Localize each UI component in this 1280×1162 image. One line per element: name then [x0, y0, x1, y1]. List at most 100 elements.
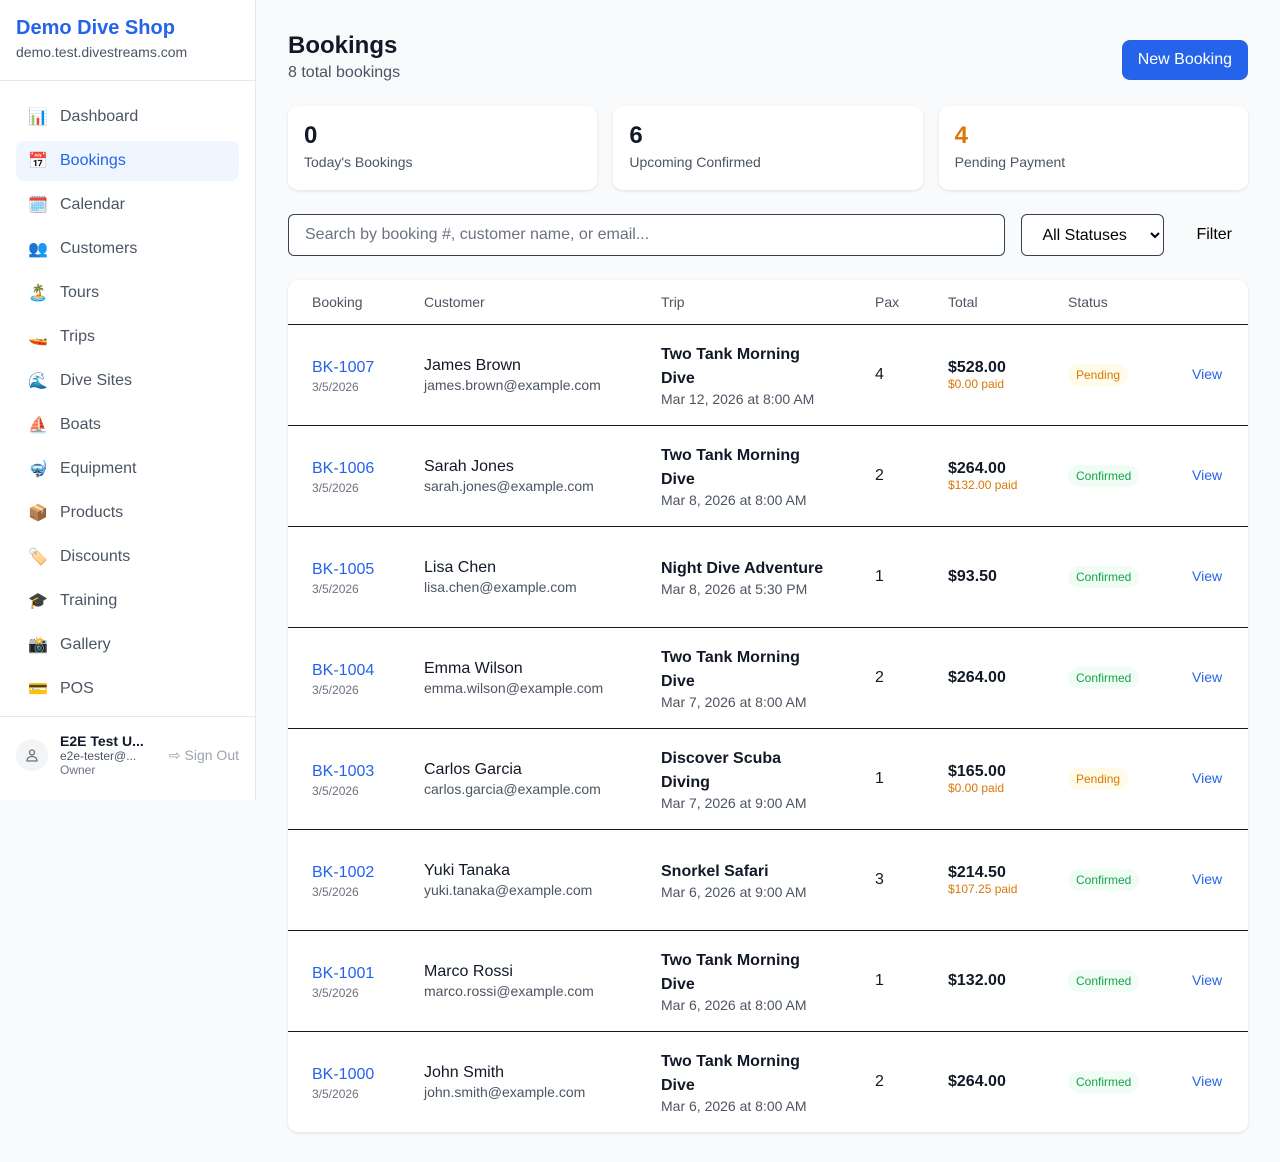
sidebar-item-dive-sites[interactable]: 🌊 Dive Sites	[16, 361, 239, 401]
bookings-table: Booking Customer Trip Pax Total Status BK-100…	[288, 280, 1248, 1132]
view-link[interactable]: View	[1192, 668, 1223, 685]
column-header: Trip	[637, 280, 851, 325]
stat-label: Pending Payment	[954, 154, 1066, 170]
sidebar-item-label: Trips	[60, 328, 95, 345]
booking-link[interactable]: BK-1007	[312, 358, 375, 376]
sign-out-button[interactable]: ⇨ Sign Out	[169, 747, 239, 764]
sidebar-item-label: Products	[60, 504, 124, 521]
status-badge: Confirmed	[1068, 565, 1140, 588]
trip-time: Mar 7, 2026 at 8:00 AM	[661, 693, 807, 710]
sidebar-item-equipment[interactable]: 🤿 Equipment	[16, 449, 239, 489]
sidebar-item-label: Calendar	[60, 196, 125, 213]
gallery-icon: 📸	[28, 637, 48, 654]
booking-date: 3/5/2026	[312, 884, 359, 899]
column-header: Customer	[400, 280, 637, 325]
sidebar-item-label: Gallery	[60, 636, 111, 653]
column-header	[1168, 280, 1248, 325]
user-name: E2E Test U...	[60, 733, 144, 749]
sidebar-item-training[interactable]: 🎓 Training	[16, 581, 239, 621]
booking-date: 3/5/2026	[312, 1086, 359, 1101]
booking-date: 3/5/2026	[312, 783, 359, 798]
customer-email: yuki.tanaka@example.com	[424, 881, 593, 898]
view-link[interactable]: View	[1192, 769, 1223, 786]
booking-link[interactable]: BK-1006	[312, 459, 375, 477]
booking-link[interactable]: BK-1005	[312, 560, 375, 578]
status-select[interactable]: All Statuses	[1021, 214, 1165, 256]
sidebar-item-gallery[interactable]: 📸 Gallery	[16, 625, 239, 665]
stat-value: 0	[304, 122, 318, 149]
sidebar-item-boats[interactable]: ⛵ Boats	[16, 405, 239, 445]
booking-link[interactable]: BK-1004	[312, 661, 375, 679]
sidebar-item-calendar[interactable]: 🗓️ Calendar	[16, 185, 239, 225]
paid-amount: $107.25 paid	[948, 881, 1018, 896]
user-panel: E2E Test U... e2e-tester@... Owner ⇨ Sig…	[0, 716, 255, 793]
user-icon	[16, 739, 48, 771]
view-link[interactable]: View	[1192, 365, 1223, 382]
sidebar-item-label: Dashboard	[60, 108, 139, 125]
view-link[interactable]: View	[1192, 971, 1223, 988]
table-row: BK-1005 3/5/2026 Lisa Chen lisa.chen@examp…	[288, 526, 1248, 628]
status-badge: Confirmed	[1068, 1070, 1140, 1093]
sidebar-item-bookings[interactable]: 📅 Bookings	[16, 141, 239, 181]
view-link[interactable]: View	[1192, 870, 1223, 887]
sidebar-item-label: Customers	[60, 240, 138, 257]
total: $165.00	[948, 762, 1006, 780]
sidebar-item-discounts[interactable]: 🏷️ Discounts	[16, 537, 239, 577]
paid-amount: $132.00 paid	[948, 477, 1018, 492]
dashboard-icon: 📊	[28, 109, 48, 126]
sidebar-item-label: Dive Sites	[60, 372, 133, 389]
table-row: BK-1002 3/5/2026 Yuki Tanaka yuki.tanaka@e…	[288, 829, 1248, 931]
booking-link[interactable]: BK-1003	[312, 762, 375, 780]
customer-name: James Brown	[424, 356, 521, 374]
sidebar-item-tours[interactable]: 🏝️ Tours	[16, 273, 239, 313]
trip-time: Mar 8, 2026 at 5:30 PM	[661, 580, 808, 597]
customer-name: John Smith	[424, 1063, 505, 1081]
search-input[interactable]	[288, 214, 1006, 256]
stat-value: 6	[629, 122, 643, 149]
table-row: BK-1004 3/5/2026 Emma Wilson emma.wilson@e…	[288, 627, 1248, 729]
customer-name: Marco Rossi	[424, 962, 513, 980]
trip-name: Discover Scuba Diving	[661, 749, 782, 791]
column-header: Total	[924, 280, 1044, 325]
trip-name: Two Tank Morning Dive	[661, 1052, 800, 1094]
trip-time: Mar 7, 2026 at 9:00 AM	[661, 794, 807, 811]
customer-name: Lisa Chen	[424, 558, 497, 576]
status-badge: Pending	[1068, 363, 1129, 386]
bookings-icon: 📅	[28, 153, 48, 170]
booking-link[interactable]: BK-1001	[312, 964, 375, 982]
pos-icon: 💳	[28, 681, 48, 698]
booking-date: 3/5/2026	[312, 480, 359, 495]
sidebar-item-label: POS	[60, 680, 94, 697]
view-link[interactable]: View	[1192, 1072, 1223, 1089]
discounts-icon: 🏷️	[28, 549, 48, 566]
trip-time: Mar 6, 2026 at 9:00 AM	[661, 883, 807, 900]
sidebar-item-dashboard[interactable]: 📊 Dashboard	[16, 97, 239, 137]
booking-link[interactable]: BK-1000	[312, 1065, 375, 1083]
stat-label: Upcoming Confirmed	[629, 154, 761, 170]
new-booking-button[interactable]: New Booking	[1121, 40, 1248, 80]
sidebar-item-customers[interactable]: 👥 Customers	[16, 229, 239, 269]
shop-name[interactable]: Demo Dive Shop	[16, 17, 175, 39]
total: $214.50	[948, 863, 1006, 881]
booking-date: 3/5/2026	[312, 682, 359, 697]
sidebar-item-pos[interactable]: 💳 POS	[16, 669, 239, 709]
booking-date: 3/5/2026	[312, 379, 359, 394]
total: $264.00	[948, 1072, 1006, 1090]
table-row: BK-1006 3/5/2026 Sarah Jones sarah.jones@e…	[288, 425, 1248, 527]
filter-button[interactable]: Filter	[1180, 226, 1248, 244]
trip-time: Mar 6, 2026 at 8:00 AM	[661, 996, 807, 1013]
brand: Demo Dive Shop demo.test.divestreams.com	[0, 0, 255, 81]
customer-email: john.smith@example.com	[424, 1083, 586, 1100]
sidebar-item-products[interactable]: 📦 Products	[16, 493, 239, 533]
customers-icon: 👥	[28, 241, 48, 258]
sidebar-item-trips[interactable]: 🚤 Trips	[16, 317, 239, 357]
products-icon: 📦	[28, 505, 48, 522]
stat-value: 4	[954, 122, 969, 149]
column-header: Booking	[288, 280, 400, 325]
view-link[interactable]: View	[1192, 466, 1223, 483]
total: $93.50	[948, 567, 997, 585]
view-link[interactable]: View	[1192, 567, 1223, 584]
booking-link[interactable]: BK-1002	[312, 863, 375, 881]
customer-email: marco.rossi@example.com	[424, 982, 594, 999]
paid-amount: $0.00 paid	[948, 376, 1005, 391]
